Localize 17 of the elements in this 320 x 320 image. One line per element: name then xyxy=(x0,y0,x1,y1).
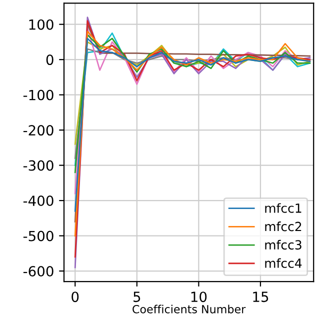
x-tick-label: 0 xyxy=(72,292,79,302)
legend-label: mfcc1 xyxy=(265,203,302,213)
y-tick-label: 0 xyxy=(46,54,54,66)
x-tick-label: 10 xyxy=(191,292,207,302)
y-tick-label: 100 xyxy=(29,19,54,30)
x-axis-title: Coefficients Number xyxy=(132,304,246,314)
legend-label: mfcc4 xyxy=(265,258,302,268)
legend-label: mfcc2 xyxy=(265,222,302,232)
x-tick-label: 15 xyxy=(253,292,268,302)
y-tick-label: -400 xyxy=(23,196,54,206)
y-tick-label: -200 xyxy=(23,125,54,136)
x-tick-label: 5 xyxy=(134,292,140,302)
y-tick-label: -300 xyxy=(23,160,54,171)
y-tick-label: -500 xyxy=(23,230,54,242)
legend-label: mfcc3 xyxy=(265,240,302,250)
y-tick-label: -600 xyxy=(23,266,54,276)
y-tick-label: -100 xyxy=(23,90,54,100)
